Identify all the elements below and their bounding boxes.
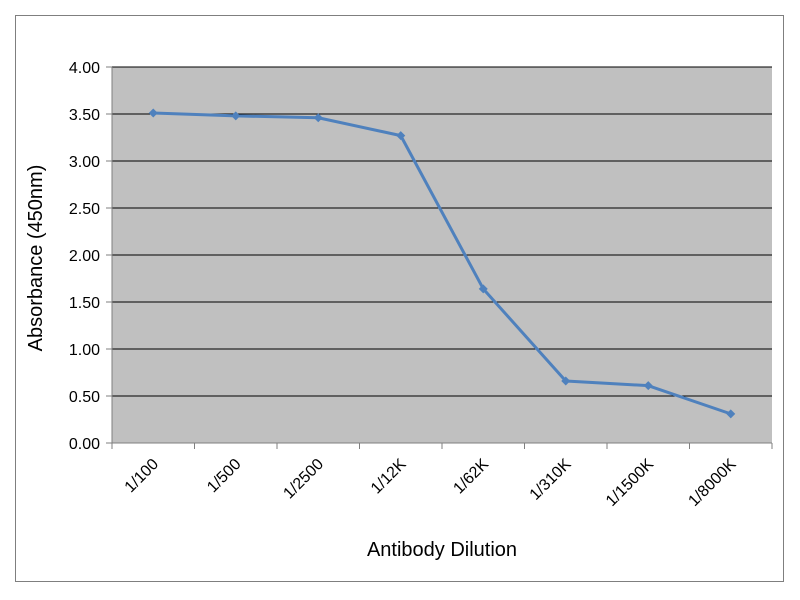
x-tick-label: 1/500 [204, 456, 244, 496]
data-point-marker [643, 381, 653, 391]
data-point-marker [313, 113, 323, 123]
y-tick-label: 0.50 [69, 389, 100, 406]
x-tick-label: 1/100 [122, 456, 162, 496]
x-axis-title: Antibody Dilution [367, 539, 517, 561]
data-point-marker [148, 108, 158, 118]
x-tick-label: 1/8000K [685, 456, 739, 510]
y-tick-label: 2.50 [69, 201, 100, 218]
data-point-marker [561, 376, 571, 386]
x-tick-label: 1/2500 [280, 456, 327, 503]
y-tick-labels: 0.00 0.50 1.00 1.50 2.00 2.50 3.00 3.50 4.00 [69, 60, 112, 453]
x-tick-labels: 1/100 1/500 1/2500 1/12K 1/62K 1/310K 1/1500K 1… [111, 443, 773, 510]
x-tick-label: 1/1500K [603, 456, 657, 510]
data-point-marker [726, 409, 736, 419]
x-tick-label: 1/310K [527, 456, 575, 504]
y-tick-label: 3.50 [69, 107, 100, 124]
data-point-marker [231, 111, 241, 121]
y-tick-label: 0.00 [69, 436, 100, 453]
y-axis-title: Absorbance (450nm) [25, 165, 47, 352]
y-tick-label: 2.00 [69, 248, 100, 265]
y-tick-label: 4.00 [69, 60, 100, 77]
y-tick-label: 1.50 [69, 295, 100, 312]
x-tick-label: 1/62K [450, 456, 492, 498]
y-tick-label: 1.00 [69, 342, 100, 359]
data-point-marker [396, 131, 406, 141]
data-point-marker [478, 284, 488, 294]
y-tick-label: 3.00 [69, 154, 100, 171]
series-group [148, 108, 736, 419]
x-tick-label: 1/12K [368, 456, 410, 498]
series-line [153, 111, 732, 416]
